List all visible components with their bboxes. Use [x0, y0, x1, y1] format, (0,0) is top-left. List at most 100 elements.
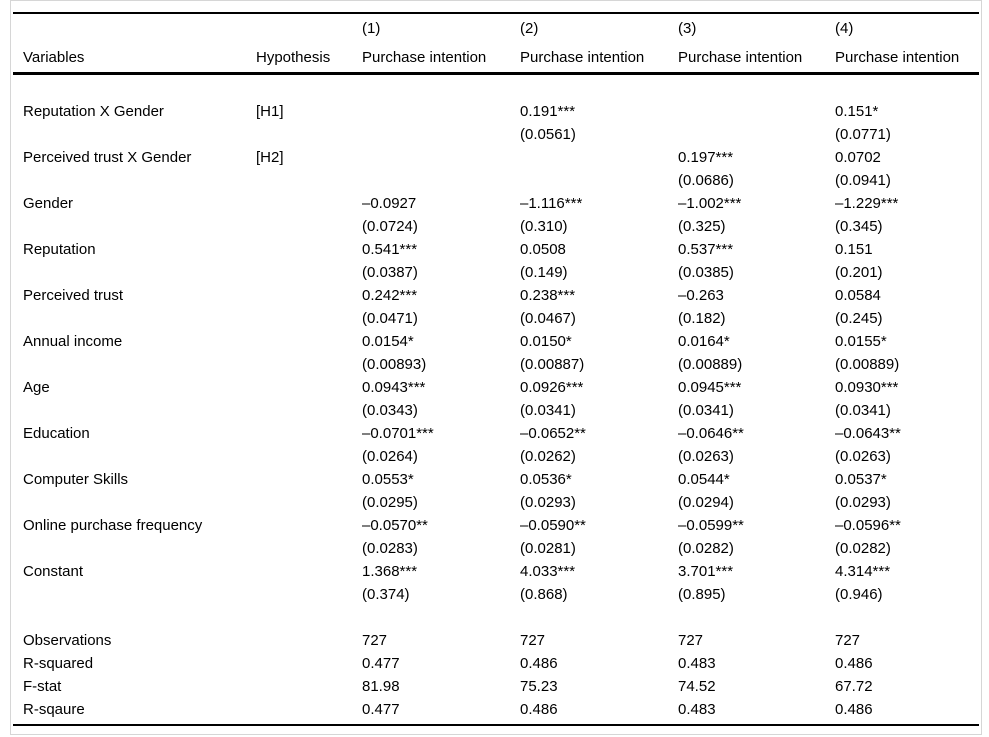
stderr-cell: (0.00889) [678, 356, 743, 373]
coefficient-cell: 0.0584 [835, 287, 881, 304]
stderr-cell: (0.0282) [835, 540, 891, 557]
stderr-cell [510, 169, 668, 192]
stderr-row: (0.0471) (0.0467) (0.182) (0.245) [13, 307, 979, 330]
coefficient-cell: 0.0553* [362, 471, 414, 488]
empty-cell [13, 445, 246, 468]
coefficient-cell: 0.151 [835, 241, 873, 258]
stat-label: R-squared [23, 655, 94, 672]
hypothesis-label [246, 560, 352, 583]
stat-value: 81.98 [362, 678, 400, 695]
stderr-row: (0.0264) (0.0262) (0.0263) (0.0263) [13, 445, 979, 468]
table-header: (1) (2) (3) (4) Variables Hypothesis Pur… [13, 14, 979, 72]
stderr-cell: (0.0262) [520, 448, 576, 465]
coefficient-cell: 0.0155* [835, 333, 887, 350]
coefficient-cell [510, 146, 668, 169]
stderr-row: (0.00893) (0.00887) (0.00889) (0.00889) [13, 353, 979, 376]
empty-cell [13, 261, 246, 284]
stderr-cell: (0.374) [362, 586, 410, 603]
stderr-cell: (0.0341) [835, 402, 891, 419]
stat-row: R-sqaure 0.477 0.486 0.483 0.486 [13, 698, 979, 721]
stderr-cell: (0.0295) [362, 494, 418, 511]
stderr-cell: (0.0771) [835, 126, 891, 143]
stderr-cell [352, 169, 510, 192]
variable-label: Age [23, 379, 50, 396]
variable-label: Reputation [23, 241, 96, 258]
variable-label: Annual income [23, 333, 123, 350]
empty-cell [246, 629, 352, 652]
coefficient-row: Constant 1.368*** 4.033*** 3.701*** 4.314*** [13, 560, 979, 583]
coefficient-cell: 0.0164* [678, 333, 730, 350]
stat-value: 0.477 [362, 655, 400, 672]
variable-label: Perceived trust [23, 287, 124, 304]
stderr-cell: (0.946) [835, 586, 883, 603]
coefficient-cell: 0.0930*** [835, 379, 899, 396]
variable-label: Education [23, 425, 90, 442]
coefficient-cell: 3.701*** [678, 563, 734, 580]
dep-var-column-header: Purchase intention [835, 49, 960, 66]
hypothesis-label: [H1] [256, 103, 284, 120]
coefficient-row: Online purchase frequency –0.0570** –0.059… [13, 514, 979, 537]
stat-value: 75.23 [520, 678, 558, 695]
stderr-cell: (0.0387) [362, 264, 418, 281]
stderr-cell: (0.310) [520, 218, 568, 235]
stderr-cell: (0.0264) [362, 448, 418, 465]
stderr-cell: (0.345) [835, 218, 883, 235]
coefficient-cell: 4.033*** [520, 563, 576, 580]
stat-value: 727 [678, 632, 704, 649]
coefficient-row: Perceived trust X Gender [H2] 0.197*** 0.07… [13, 146, 979, 169]
hypothesis-label [246, 422, 352, 445]
stderr-cell: (0.00889) [835, 356, 900, 373]
stat-value: 0.486 [520, 701, 558, 718]
stderr-cell: (0.0941) [835, 172, 891, 189]
stat-label: F-stat [23, 678, 62, 695]
empty-cell [246, 307, 352, 330]
empty-cell [13, 399, 246, 422]
stderr-cell: (0.0561) [520, 126, 576, 143]
coefficient-cell: 0.0544* [678, 471, 730, 488]
stderr-cell: (0.0341) [678, 402, 734, 419]
stderr-cell: (0.0294) [678, 494, 734, 511]
variable-label: Constant [23, 563, 84, 580]
coefficient-row: Annual income 0.0154* 0.0150* 0.0164* 0.0155… [13, 330, 979, 353]
coefficient-cell: –0.263 [678, 287, 724, 304]
coefficient-row: Reputation X Gender [H1] 0.191*** 0.151* [13, 100, 979, 123]
empty-cell [246, 261, 352, 284]
stderr-cell: (0.0283) [362, 540, 418, 557]
stat-value: 0.486 [835, 655, 873, 672]
spacer-cell [13, 606, 979, 629]
hypothesis-label [246, 514, 352, 537]
coefficient-cell [352, 100, 510, 123]
stat-value: 0.483 [678, 655, 716, 672]
stderr-cell [352, 123, 510, 146]
stat-row: Observations 727 727 727 727 [13, 629, 979, 652]
coefficient-row: Perceived trust 0.242*** 0.238*** –0.263 0.0… [13, 284, 979, 307]
stderr-cell: (0.0467) [520, 310, 576, 327]
stderr-cell: (0.0341) [520, 402, 576, 419]
stat-value: 0.483 [678, 701, 716, 718]
hypothesis-label: [H2] [256, 149, 284, 166]
coefficient-cell: –0.0643** [835, 425, 901, 442]
stderr-cell: (0.245) [835, 310, 883, 327]
stderr-row: (0.0686) (0.0941) [13, 169, 979, 192]
empty-cell [13, 307, 246, 330]
stat-label: Observations [23, 632, 112, 649]
coefficient-cell: –1.229*** [835, 195, 899, 212]
model-number: (4) [835, 20, 854, 37]
stat-label: R-sqaure [23, 701, 85, 718]
empty-cell [246, 399, 352, 422]
hypothesis-column-header: Hypothesis [256, 49, 331, 66]
coefficient-cell: –0.0646** [678, 425, 744, 442]
stderr-cell: (0.0385) [678, 264, 734, 281]
coefficient-cell: 0.0926*** [520, 379, 584, 396]
stat-value: 0.486 [835, 701, 873, 718]
model-number: (1) [362, 20, 381, 37]
coefficient-cell: 0.0702 [835, 149, 881, 166]
stderr-cell: (0.0282) [678, 540, 734, 557]
stderr-row: (0.0561) (0.0771) [13, 123, 979, 146]
coefficient-cell: 0.541*** [362, 241, 418, 258]
coefficient-cell: –1.002*** [678, 195, 742, 212]
stderr-cell: (0.0293) [520, 494, 576, 511]
coefficient-row: Reputation 0.541*** 0.0508 0.537*** 0.151 [13, 238, 979, 261]
coefficient-cell: –0.0599** [678, 517, 744, 534]
hypothesis-label [246, 330, 352, 353]
